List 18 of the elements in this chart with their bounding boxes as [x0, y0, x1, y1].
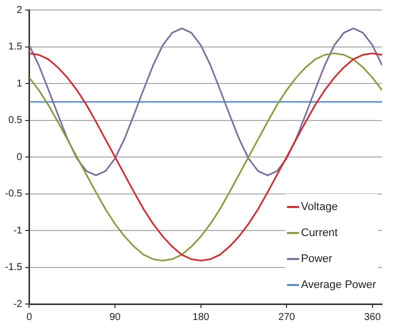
- x-tick-label: 270: [278, 312, 296, 323]
- x-tick-label: 0: [26, 312, 32, 323]
- y-tick-label: 2: [16, 4, 23, 16]
- y-tick-label: -1: [13, 225, 23, 236]
- legend-label: Current: [301, 227, 338, 239]
- legend-label: Power: [301, 253, 332, 265]
- y-tick-label: -1.5: [4, 262, 23, 273]
- legend-label: Voltage: [301, 201, 338, 213]
- x-tick-label: 180: [192, 312, 210, 323]
- legend-label: Average Power: [301, 279, 376, 291]
- x-tick-label: 360: [364, 312, 382, 323]
- y-tick-label: -2: [13, 298, 23, 310]
- y-tick-label: 1.5: [8, 42, 23, 52]
- y-tick-label: 0: [16, 152, 23, 163]
- y-tick-label: -0.5: [4, 188, 23, 200]
- y-tick-label: 0.5: [8, 115, 23, 126]
- x-tick-label: 90: [109, 312, 122, 323]
- y-tick-label: 1: [16, 78, 23, 90]
